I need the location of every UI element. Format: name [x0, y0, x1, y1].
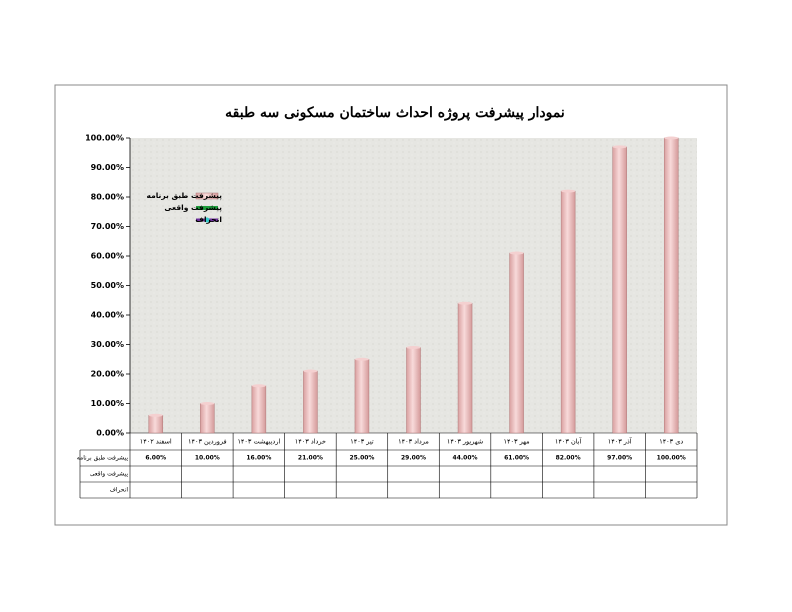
bar — [406, 347, 421, 434]
x-tick-label: دی ۱۴۰۳ — [659, 438, 683, 446]
bar — [663, 137, 679, 434]
x-tick-label: آذر ۱۴۰۳ — [608, 437, 633, 446]
table-value: 97.00% — [607, 455, 632, 462]
row-header: پیشرفت واقعی — [90, 471, 128, 478]
table-value: 29.00% — [401, 455, 426, 462]
x-tick-label: آبان ۱۴۰۳ — [555, 437, 583, 446]
y-tick-label: 10.00% — [91, 399, 124, 408]
y-tick-label: 40.00% — [91, 311, 124, 320]
bar — [560, 190, 576, 434]
x-tick-label: مرداد ۱۴۰۳ — [398, 438, 429, 446]
y-tick-label: 60.00% — [91, 252, 124, 261]
y-tick-label: 90.00% — [91, 163, 124, 172]
legend-label: انحراف — [195, 215, 222, 224]
bar — [251, 385, 267, 434]
bar-cap — [148, 413, 163, 417]
table-value: 25.00% — [349, 455, 374, 462]
bar — [148, 415, 164, 434]
x-tick-label: تیر ۱۴۰۳ — [350, 438, 374, 446]
table-value: 100.00% — [657, 455, 686, 462]
bar-cap — [458, 301, 473, 305]
bar-cap — [561, 189, 576, 193]
bar — [612, 146, 627, 434]
y-tick-label: 30.00% — [91, 340, 124, 349]
bar-cap — [406, 345, 421, 349]
table-value: 82.00% — [556, 455, 581, 462]
bar-cap — [509, 251, 524, 255]
table-value: 16.00% — [246, 455, 271, 462]
table-value: 10.00% — [195, 455, 220, 462]
x-tick-label: مهر ۱۴۰۳ — [504, 438, 530, 446]
y-tick-label: 20.00% — [91, 370, 124, 379]
x-tick-label: خرداد ۱۴۰۳ — [295, 438, 326, 446]
x-tick-label: اردیبهشت ۱۴۰۳ — [237, 438, 280, 446]
x-tick-label: اسفند ۱۴۰۲ — [140, 438, 172, 446]
legend-label: پیشرفت طبق برنامه — [147, 191, 223, 200]
row-header: انحراف — [110, 487, 129, 494]
y-tick-label: 80.00% — [91, 193, 124, 202]
x-tick-label: فروردین ۱۴۰۳ — [188, 438, 227, 446]
bar-cap — [303, 369, 318, 373]
table-value: 6.00% — [145, 455, 166, 462]
bar — [200, 403, 215, 434]
x-tick-label: شهریور ۱۴۰۳ — [447, 438, 483, 446]
table-value: 44.00% — [453, 455, 478, 462]
y-tick-label: 70.00% — [91, 222, 124, 231]
y-tick-label: 0.00% — [96, 429, 124, 438]
bar-cap — [354, 357, 369, 361]
y-tick-label: 100.00% — [85, 134, 124, 143]
bar — [509, 252, 524, 434]
bar-cap — [612, 145, 627, 149]
bar — [303, 370, 318, 434]
bar-cap — [251, 384, 266, 388]
legend-marker — [204, 217, 210, 223]
chart-title: نمودار پیشرفت پروژه احداث ساختمان مسکونی… — [225, 105, 565, 121]
bar-cap — [664, 136, 679, 140]
bar-cap — [200, 402, 215, 405]
bar — [457, 302, 473, 434]
legend-label: پیشرفت واقعی — [164, 203, 222, 212]
y-tick-label: 50.00% — [91, 281, 124, 290]
legend-swatch — [195, 192, 219, 200]
table-value: 21.00% — [298, 455, 323, 462]
legend-swatch — [196, 206, 218, 210]
table-value: 61.00% — [504, 455, 529, 462]
bar — [354, 359, 370, 434]
row-header: پیشرفت طبق برنامه — [77, 455, 129, 462]
